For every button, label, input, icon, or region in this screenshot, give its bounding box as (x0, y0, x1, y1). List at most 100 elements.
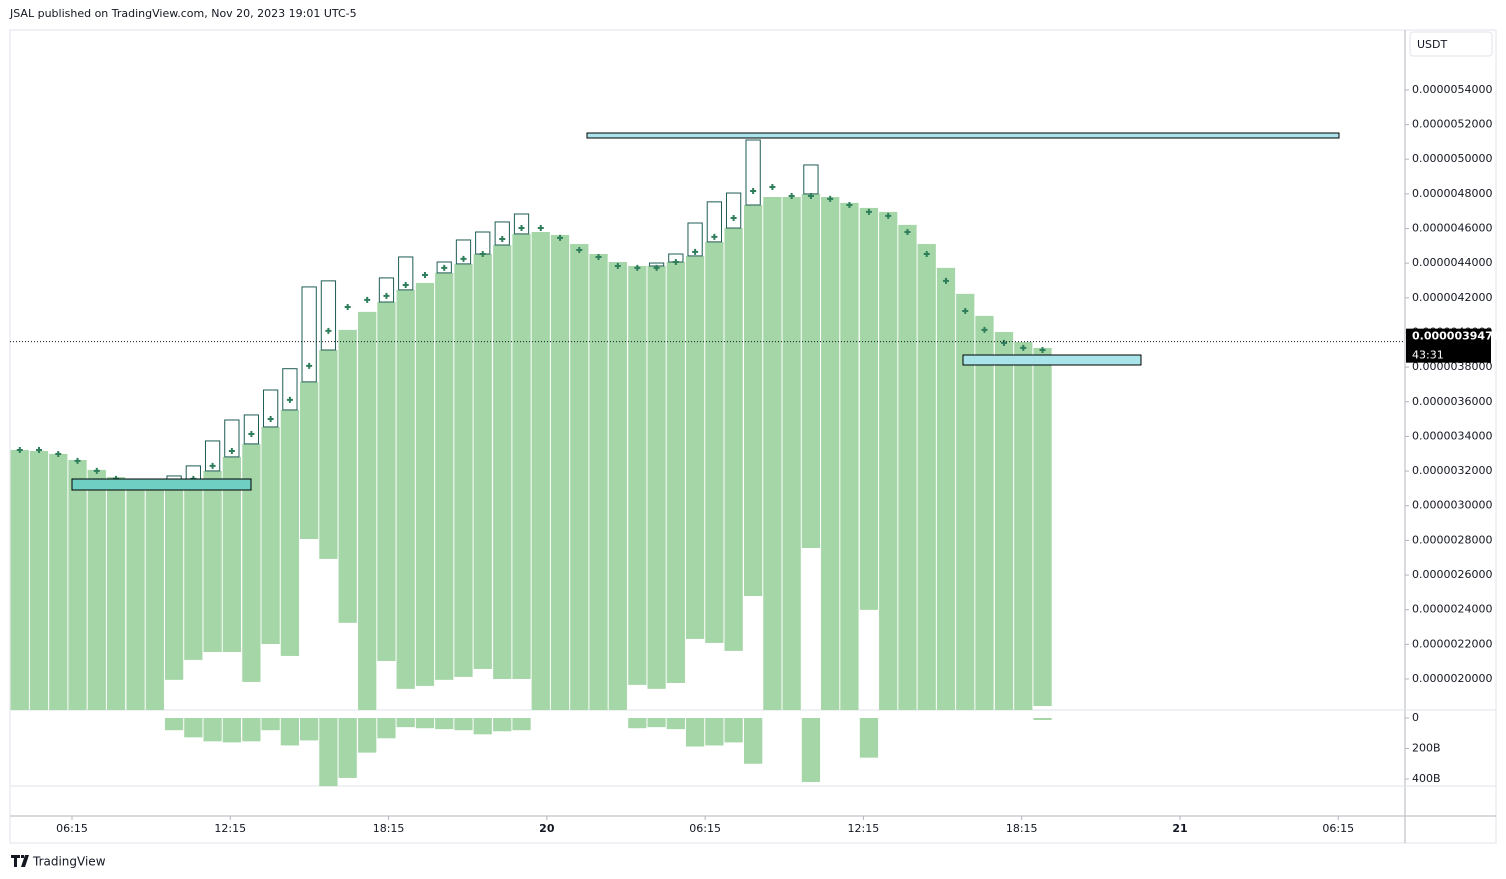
y-tick-label: 0.0000022000 (1412, 637, 1492, 650)
box (263, 389, 279, 428)
bar (782, 197, 801, 710)
marker (634, 264, 641, 271)
bar (126, 482, 145, 710)
marker (846, 201, 853, 208)
volume-bar (203, 718, 222, 742)
bar (261, 426, 280, 644)
volume-bar (396, 718, 415, 728)
box (475, 231, 491, 255)
bar (956, 293, 975, 710)
y-tick-label: 0.0000030000 (1412, 499, 1492, 512)
marker (750, 187, 757, 194)
box (204, 440, 221, 472)
bar (879, 211, 898, 710)
marker (962, 308, 969, 315)
bar (280, 409, 300, 656)
bar (338, 329, 357, 623)
box (243, 414, 260, 445)
marker (267, 415, 274, 422)
zone-box (586, 132, 1340, 139)
marker (248, 431, 255, 438)
bar (473, 254, 492, 669)
logo (11, 855, 29, 867)
marker (286, 396, 293, 403)
marker (788, 192, 795, 199)
y2-tick-label: 0 (1412, 711, 1419, 724)
x-tick-label: 06:15 (689, 822, 721, 835)
y-tick-label: 0.0000024000 (1412, 603, 1492, 616)
bar (840, 202, 859, 710)
bar (666, 261, 685, 683)
last-price-box (1406, 328, 1491, 363)
bar (415, 282, 435, 686)
bar (994, 331, 1014, 710)
bar (898, 224, 917, 710)
box (513, 213, 530, 235)
marker (557, 234, 564, 241)
y-tick-label: 0.0000048000 (1412, 187, 1492, 200)
y-tick-label: 0.0000052000 (1412, 118, 1492, 131)
marker (923, 251, 930, 258)
footer: TradingView (32, 855, 106, 869)
marker (499, 235, 506, 242)
x-tick-label: 06:15 (56, 822, 88, 835)
bar (647, 265, 666, 689)
volume-bar (261, 718, 280, 731)
y-tick-label: 0.0000050000 (1412, 152, 1492, 165)
bar (859, 207, 879, 610)
countdown: 43:31 (1412, 349, 1444, 362)
marker (402, 282, 409, 289)
marker (421, 271, 428, 278)
bar (821, 197, 840, 710)
bar (512, 233, 531, 679)
bar (763, 197, 782, 710)
marker (904, 229, 911, 236)
bar (184, 479, 203, 660)
marker (228, 447, 235, 454)
marker (55, 450, 62, 457)
bar (435, 272, 454, 680)
y-tick-label: 0.0000038000 (1412, 360, 1492, 373)
bar (1033, 347, 1052, 707)
box (725, 192, 742, 229)
x-tick-label: 12:15 (214, 822, 246, 835)
bar (358, 311, 377, 710)
volume-bar (435, 718, 454, 730)
marker (479, 251, 486, 258)
marker (383, 292, 390, 299)
box (378, 277, 395, 303)
y-tick-label: 0.0000032000 (1412, 464, 1492, 477)
x-tick-label: 20 (539, 822, 555, 835)
marker (325, 327, 332, 334)
bar (106, 476, 126, 710)
y-tick-label: 0.0000044000 (1412, 256, 1492, 269)
marker (74, 457, 81, 464)
box (494, 221, 510, 246)
volume-bar (280, 718, 300, 746)
marker (209, 462, 216, 469)
volume-bar (685, 718, 705, 747)
box (301, 286, 317, 383)
volume-bar (473, 718, 492, 735)
y-tick-label: 0.0000026000 (1412, 568, 1492, 581)
volume-bar (666, 718, 685, 730)
marker (595, 253, 602, 260)
volume-bar (724, 718, 743, 743)
bar (801, 193, 821, 549)
marker (711, 233, 718, 240)
marker (672, 258, 679, 265)
marker (537, 225, 544, 232)
marker (942, 277, 949, 284)
bar (300, 381, 319, 540)
volume-bar (493, 718, 512, 732)
marker (576, 247, 583, 254)
volume-bar (300, 718, 319, 741)
x-tick-label: 06:15 (1322, 822, 1354, 835)
marker (364, 296, 371, 303)
box (455, 239, 472, 265)
marker (36, 446, 43, 453)
bar (744, 204, 763, 597)
box (398, 256, 414, 291)
volume-bar (415, 718, 435, 729)
bar (685, 255, 705, 639)
